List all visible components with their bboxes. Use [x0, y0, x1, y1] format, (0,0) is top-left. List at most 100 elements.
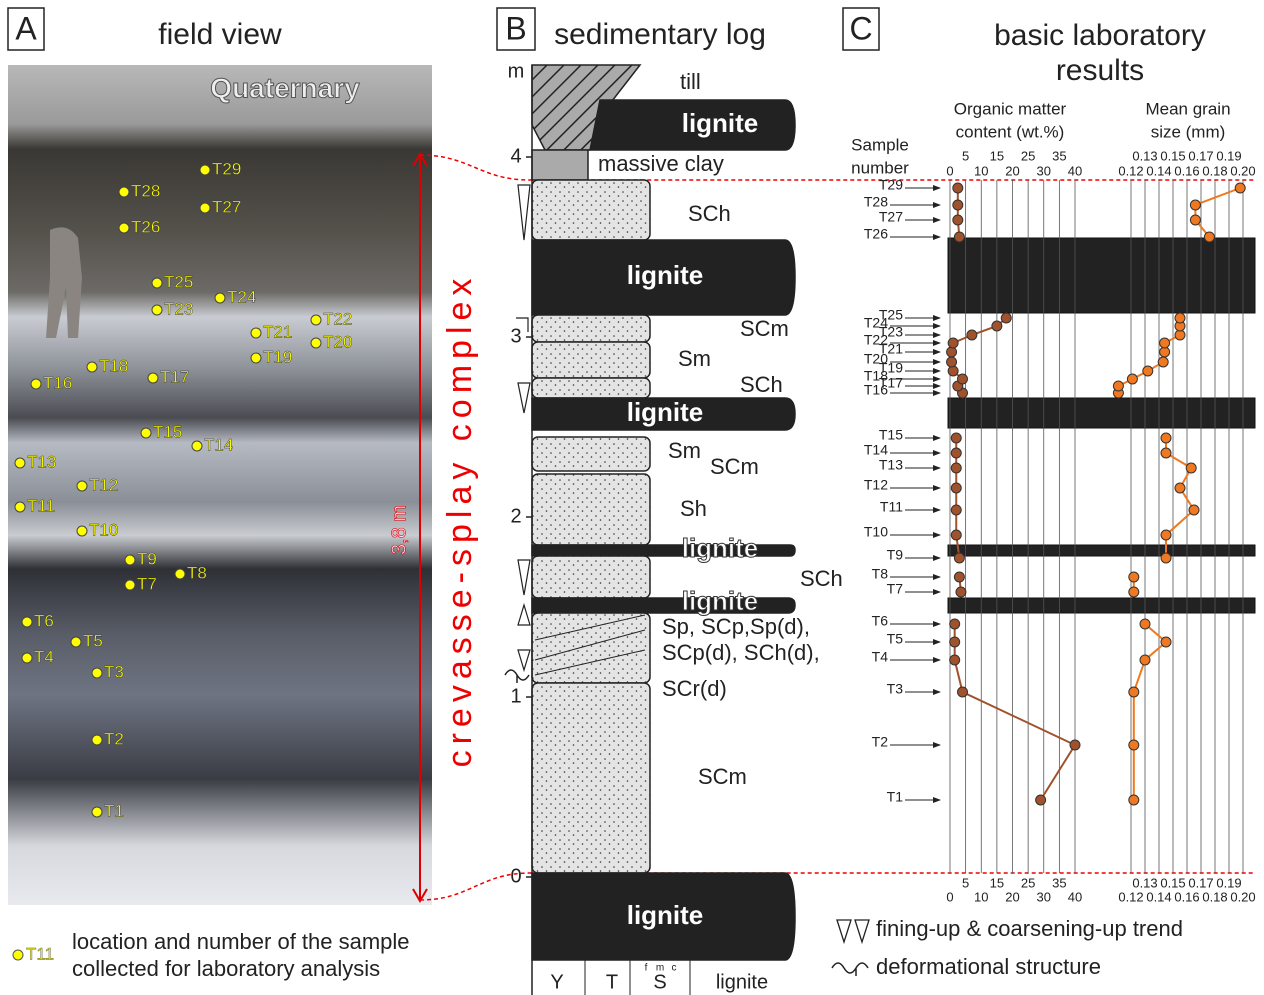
axis-title: Organic matter — [954, 99, 1067, 118]
arrow-head — [933, 465, 941, 471]
tick-label: 25 — [1021, 148, 1035, 163]
data-point — [953, 215, 963, 225]
depth-label: 1 — [510, 685, 521, 707]
sample-dot — [311, 338, 321, 348]
sample-label: T10 — [864, 524, 888, 540]
layer-label: SCh — [740, 372, 783, 397]
grain-axis-label: Y — [550, 971, 563, 993]
layer-label: SCh — [800, 566, 843, 591]
tick-label: 15 — [990, 875, 1004, 890]
tick-label: 5 — [962, 148, 969, 163]
tick-label: 0 — [946, 889, 953, 904]
sand-class: f — [645, 963, 648, 974]
axis-title: size (mm) — [1151, 122, 1226, 141]
tick-label: 0.17 — [1188, 875, 1213, 890]
data-point — [951, 463, 961, 473]
sand-class: c — [672, 963, 677, 974]
data-point — [956, 587, 966, 597]
sample-label: T14 — [204, 435, 233, 454]
legend-dot — [13, 950, 23, 960]
tick-label: 0.19 — [1216, 875, 1241, 890]
sample-dot — [87, 362, 97, 372]
layer-label: lignite — [627, 397, 704, 427]
sample-label: T24 — [227, 287, 256, 306]
photo-label: Quaternary — [210, 72, 360, 103]
arrow-head — [933, 315, 941, 321]
tick-label: 0.14 — [1146, 889, 1171, 904]
figure: A field view Quaternary 3,8 m crevasse-s… — [0, 0, 1264, 995]
log — [505, 65, 795, 995]
data-point — [1070, 740, 1080, 750]
sample-dot — [119, 223, 129, 233]
data-point — [951, 448, 961, 458]
arrow-head — [933, 340, 941, 346]
sand — [532, 437, 650, 471]
grain-axis-label: T — [606, 971, 618, 993]
data-point — [948, 338, 958, 348]
sample-label: T25 — [164, 272, 193, 291]
data-point — [954, 572, 964, 582]
sample-dot — [251, 353, 261, 363]
sample-dot — [125, 555, 135, 565]
data-point — [950, 619, 960, 629]
tick-label: 0.17 — [1188, 148, 1213, 163]
sample-dot — [15, 502, 25, 512]
arrow-head — [933, 657, 941, 663]
lignite-band — [948, 545, 1255, 556]
arrow-head — [933, 376, 941, 382]
tick-label: 15 — [990, 148, 1004, 163]
sample-label: T15 — [153, 422, 182, 441]
panel-title: field view — [158, 18, 282, 51]
tick-label: 0.15 — [1160, 875, 1185, 890]
depth-label: 0 — [510, 865, 521, 887]
data-point — [958, 687, 968, 697]
data-point — [958, 374, 968, 384]
tick-label: 0.12 — [1118, 163, 1143, 178]
layer-label: lignite — [682, 108, 759, 138]
sample-dot — [77, 526, 87, 536]
layer-label: SCm — [710, 454, 759, 479]
sample-label: T8 — [872, 566, 889, 582]
sample-dot — [215, 293, 225, 303]
data-point — [947, 347, 957, 357]
sample-label: T28 — [864, 194, 888, 210]
layer-label: SCh — [688, 201, 731, 226]
sample-label: T23 — [164, 299, 193, 318]
sample-label: T9 — [887, 547, 904, 563]
sample-dot — [148, 373, 158, 383]
tick-label: 10 — [974, 889, 988, 904]
tick-label: 0.12 — [1118, 889, 1143, 904]
data-point — [1161, 530, 1171, 540]
sample-label: T11 — [880, 499, 903, 515]
sand — [532, 315, 650, 342]
lignite-band — [948, 238, 1255, 313]
sample-label: T16 — [43, 373, 72, 392]
data-point — [951, 530, 961, 540]
grain-axis-label: lignite — [716, 971, 768, 993]
data-point — [1190, 215, 1200, 225]
tick-label: 0.13 — [1132, 148, 1157, 163]
sample-label: T26 — [131, 217, 160, 236]
trend-icon — [837, 920, 869, 942]
data-point — [1175, 313, 1185, 323]
data-point — [950, 637, 960, 647]
sample-dot — [22, 653, 32, 663]
sand — [532, 342, 650, 378]
tick-label: 20 — [1005, 163, 1019, 178]
sample-dot — [152, 305, 162, 315]
arrow-head — [933, 383, 941, 389]
depth-label: 2 — [510, 505, 521, 527]
data-point — [1127, 374, 1137, 384]
layer-label: lignite — [627, 900, 704, 930]
panel-label: C — [849, 10, 872, 46]
data-point — [1140, 655, 1150, 665]
arrow-head — [933, 435, 941, 441]
layer-label: SCr(d) — [662, 676, 727, 701]
data-point — [1161, 553, 1171, 563]
sample-label: T8 — [187, 563, 207, 582]
unit-label: crevasse-splay complex — [441, 273, 479, 768]
arrow-head — [933, 390, 941, 396]
data-line — [955, 624, 1075, 800]
data-point — [1175, 483, 1185, 493]
layer-label: SCp(d), SCh(d), — [662, 640, 820, 665]
